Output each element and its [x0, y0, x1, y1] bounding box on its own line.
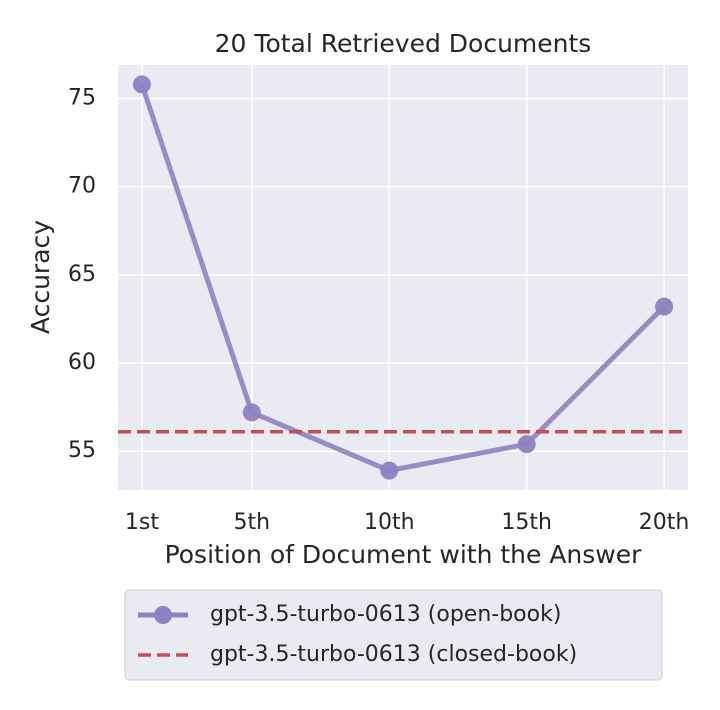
data-point	[517, 435, 536, 454]
x-tick-label: 10th	[364, 510, 415, 535]
legend-label: gpt-3.5-turbo-0613 (closed-book)	[210, 642, 577, 667]
x-tick-label: 5th	[234, 510, 271, 535]
y-tick-label: 75	[68, 86, 96, 111]
x-tick-label: 1st	[125, 510, 159, 535]
data-point	[132, 75, 151, 94]
data-point	[242, 403, 261, 422]
y-tick-label: 60	[68, 350, 96, 375]
y-tick-label: 70	[68, 174, 96, 199]
y-axis-label: Accuracy	[26, 220, 55, 334]
x-tick-label: 15th	[501, 510, 552, 535]
x-axis-label: Position of Document with the Answer	[165, 540, 643, 569]
legend-label: gpt-3.5-turbo-0613 (open-book)	[210, 602, 561, 627]
plot-area	[118, 65, 688, 490]
data-point	[380, 461, 399, 480]
chart-title: 20 Total Retrieved Documents	[215, 29, 592, 58]
legend-swatch	[154, 606, 172, 624]
legend	[124, 589, 663, 681]
x-tick-label: 20th	[639, 510, 690, 535]
y-tick-label: 65	[68, 262, 96, 287]
y-tick-label: 55	[68, 438, 96, 463]
data-point	[655, 297, 674, 316]
